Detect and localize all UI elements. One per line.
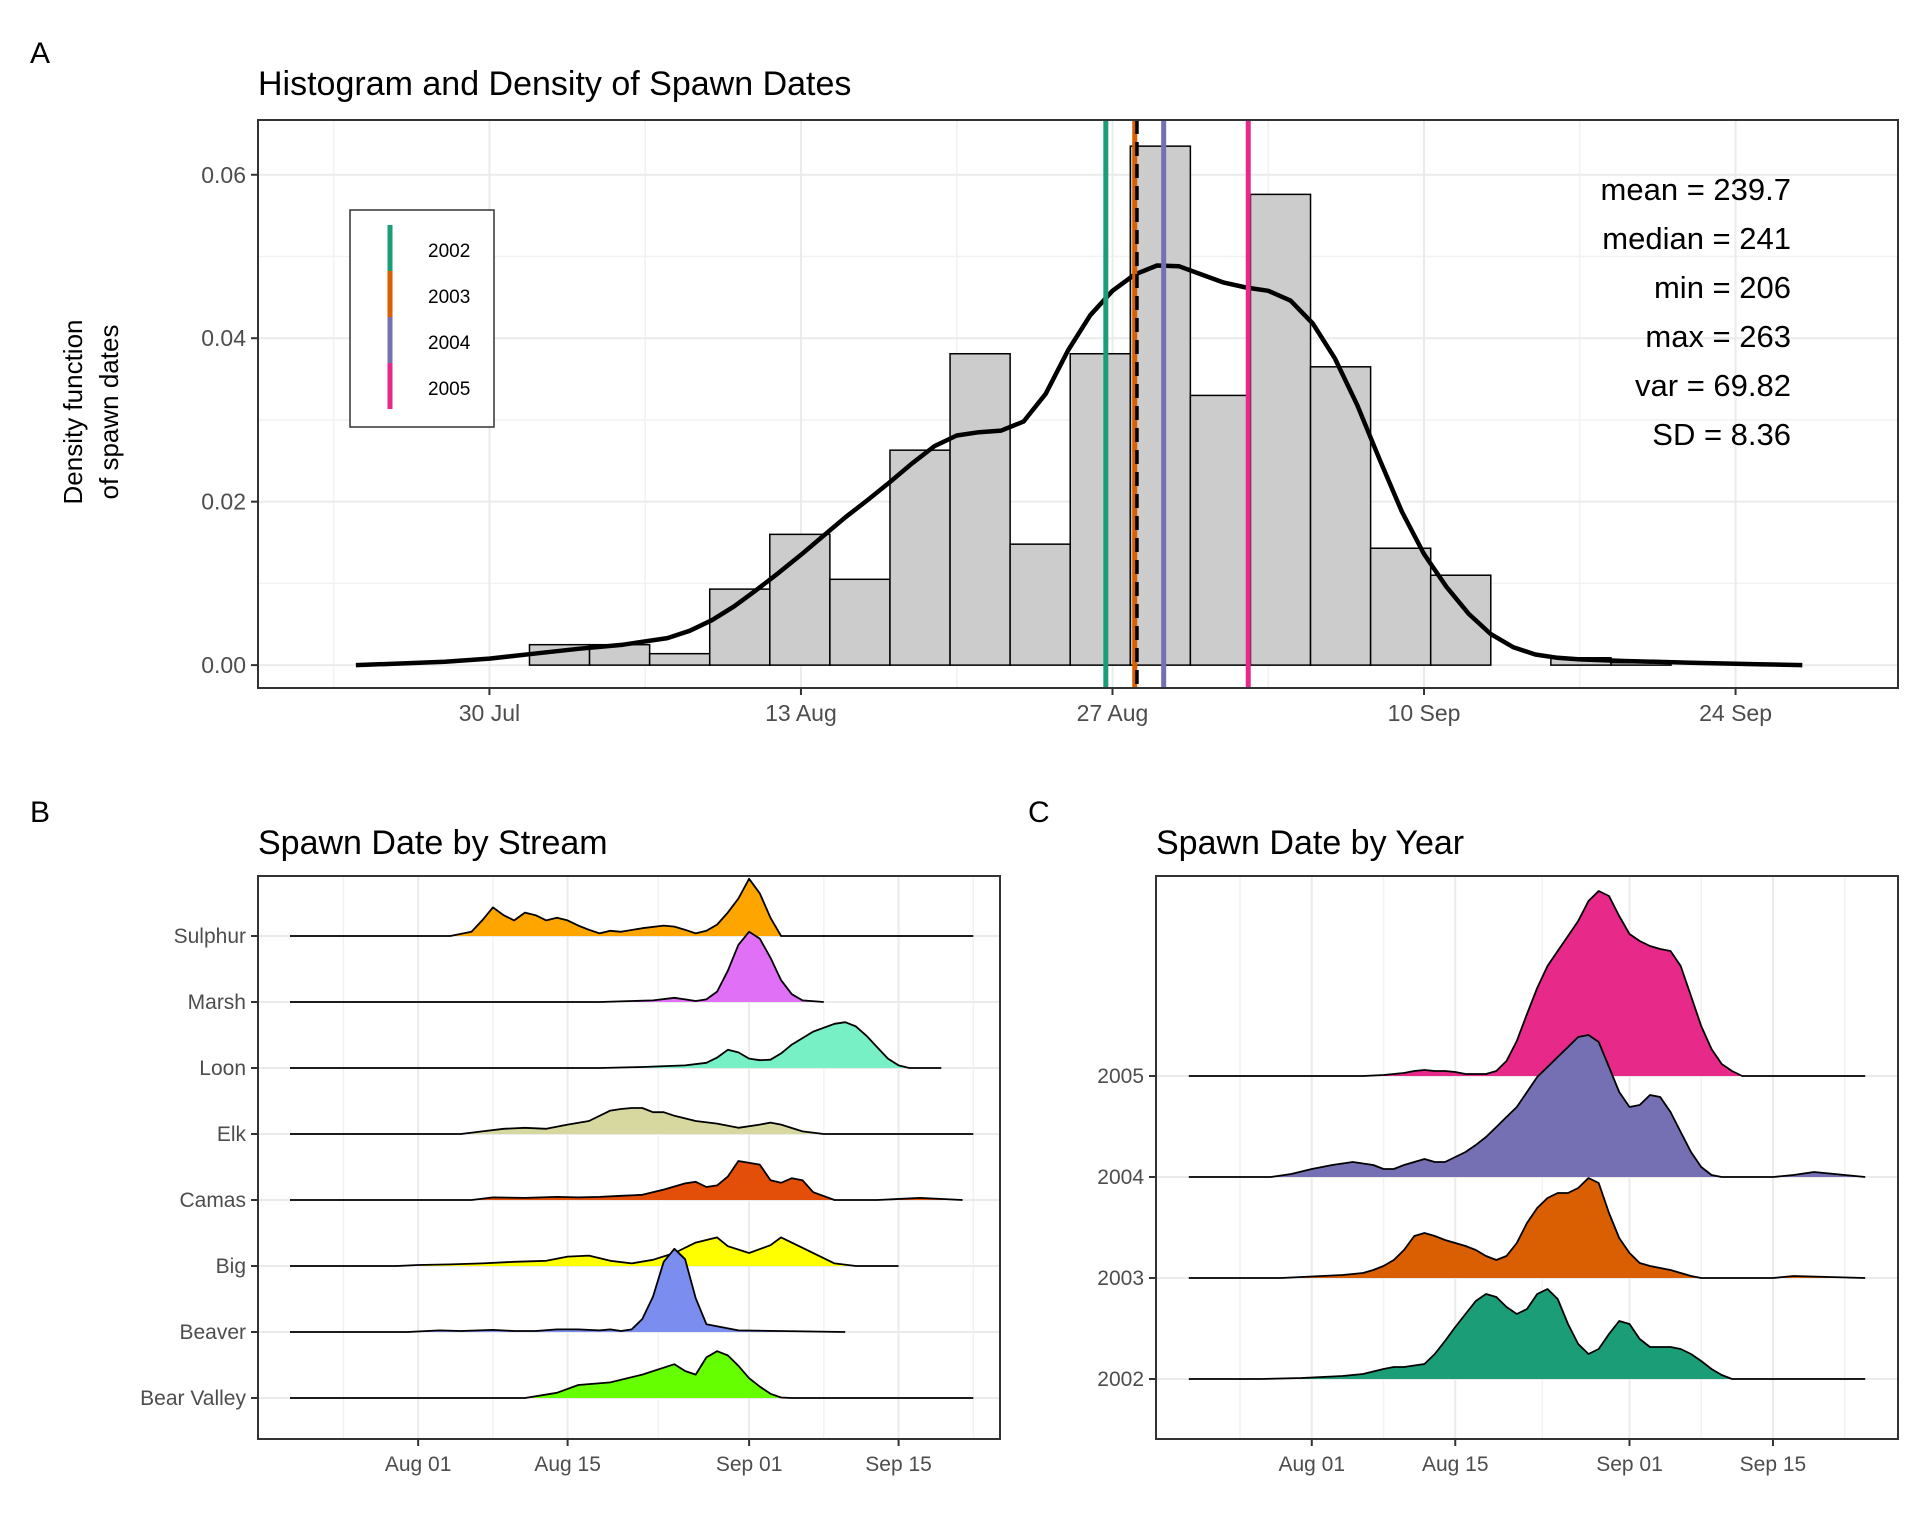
histogram-bar-13 — [1129, 145, 1192, 666]
ridge-line-sulphur — [290, 877, 974, 937]
ridge-line-beaver — [290, 1247, 846, 1333]
histogram-bar-12 — [1069, 352, 1132, 666]
ridge-area-marsh — [290, 931, 824, 1002]
x-tick-label: Aug 15 — [1422, 1453, 1489, 1476]
y-tick-label: Marsh — [188, 991, 246, 1014]
y-tick-label: Beaver — [179, 1321, 246, 1344]
x-tick-label: 13 Aug — [765, 700, 837, 726]
ridge-area-camas — [290, 1161, 963, 1200]
y-tick-label: 2002 — [1097, 1368, 1144, 1391]
x-tick-label: Sep 15 — [1740, 1453, 1807, 1476]
panel-a-ylabel-line2: of spawn dates — [94, 325, 124, 500]
x-tick-label: 30 Jul — [459, 700, 520, 726]
histogram-bar-8 — [829, 578, 891, 666]
y-tick-label: 2005 — [1097, 1065, 1144, 1088]
panel-c: C Spawn Date by Year 2002 2003 2004 2005 Aug… — [1028, 796, 1899, 1476]
stat-label: SD = 8.36 — [1652, 417, 1791, 452]
stat-label: min = 206 — [1654, 270, 1791, 305]
histogram-bar-18 — [1429, 574, 1492, 666]
stat-label: var = 69.82 — [1635, 368, 1791, 403]
panel-c-title: Spawn Date by Year — [1156, 824, 1464, 862]
panel-a-ylabel-line1: Density function — [58, 320, 88, 505]
ridge-line-2002 — [1188, 1288, 1866, 1380]
ridge-line-2004 — [1188, 1034, 1866, 1178]
legend-label: 2003 — [428, 287, 470, 308]
y-tick-label: Sulphur — [174, 925, 246, 948]
x-tick-label: Sep 15 — [865, 1453, 932, 1476]
histogram-bar-17 — [1369, 547, 1432, 666]
ridge-area-2002 — [1188, 1289, 1866, 1379]
ridge-line-2005 — [1188, 890, 1866, 1077]
y-tick-label: 2004 — [1097, 1166, 1144, 1189]
ridge-line-camas — [290, 1160, 963, 1201]
density-curve — [355, 263, 1803, 668]
panel-border — [257, 119, 1899, 689]
ridge-area-loon — [290, 1022, 942, 1068]
x-tick-label: Sep 01 — [1596, 1453, 1663, 1476]
x-tick-label: Aug 15 — [534, 1453, 601, 1476]
stat-label: median = 241 — [1602, 221, 1791, 256]
histogram-bar-10 — [949, 352, 1011, 666]
stat-label: max = 263 — [1645, 319, 1791, 354]
y-tick-label: Big — [216, 1255, 246, 1278]
y-tick-label: Elk — [217, 1123, 247, 1146]
x-tick-label: Aug 01 — [385, 1453, 452, 1476]
ridge-area-big — [290, 1237, 899, 1266]
y-tick-label: 0.00 — [201, 652, 246, 678]
panel-b-title: Spawn Date by Stream — [258, 824, 608, 862]
ridge-line-loon — [290, 1021, 942, 1069]
y-tick-label: 0.06 — [201, 162, 246, 188]
y-tick-label: 0.04 — [201, 325, 246, 351]
panel-border — [257, 875, 1001, 1440]
y-tick-label: Loon — [199, 1057, 246, 1080]
y-tick-label: 0.02 — [201, 489, 246, 515]
x-tick-label: 10 Sep — [1388, 700, 1461, 726]
panel-a-letter: A — [30, 37, 50, 70]
histogram-bar-5 — [648, 652, 711, 666]
ridge-line-bear-valley — [290, 1350, 974, 1399]
ridge-line-2003 — [1188, 1177, 1866, 1279]
histogram-bar-9 — [889, 449, 951, 666]
x-tick-label: 24 Sep — [1699, 700, 1772, 726]
stat-label: mean = 239.7 — [1601, 172, 1791, 207]
plot-area-a: 0.00 0.02 0.04 0.06 30 Jul 13 Aug 27 Aug 10 Sep… — [201, 119, 1899, 726]
panel-b: B Spawn Date by Stream Bear Valley Beaver… — [30, 796, 1001, 1476]
legend-box — [349, 209, 495, 428]
ridge-line-elk — [290, 1107, 974, 1135]
legend-label: 2005 — [428, 379, 470, 400]
panel-border — [1155, 875, 1899, 1440]
ridge-area-2005 — [1188, 891, 1866, 1076]
legend-label: 2002 — [428, 241, 470, 262]
legend-label: 2004 — [428, 333, 471, 354]
panel-a-title: Histogram and Density of Spawn Dates — [258, 65, 851, 103]
x-tick-label: Aug 01 — [1278, 1453, 1345, 1476]
histogram-bar-14 — [1189, 394, 1252, 666]
ridge-area-2003 — [1188, 1178, 1866, 1278]
ridge-line-big — [290, 1236, 899, 1267]
panel-b-letter: B — [30, 796, 50, 829]
panel-a: A Histogram and Density of Spawn Dates D… — [30, 37, 1899, 726]
ridge-area-2004 — [1188, 1035, 1866, 1177]
histogram-bar-11 — [1009, 543, 1071, 666]
plot-area-c: 2002 2003 2004 2005 Aug 01 Aug 15 Sep 01 Sep 15 — [1097, 875, 1899, 1476]
histogram-bar-15 — [1249, 193, 1312, 666]
y-tick-label: Bear Valley — [140, 1387, 246, 1410]
x-tick-label: Sep 01 — [716, 1453, 783, 1476]
plot-area-b: Bear Valley Beaver Big Camas Elk Loon Marsh Sul… — [140, 875, 1001, 1476]
panel-c-letter: C — [1028, 796, 1050, 829]
ridge-area-bear-valley — [290, 1351, 974, 1398]
y-tick-label: 2003 — [1097, 1267, 1144, 1290]
y-tick-label: Camas — [179, 1189, 246, 1212]
x-tick-label: 27 Aug — [1077, 700, 1149, 726]
ridge-area-elk — [290, 1108, 974, 1134]
ridge-line-marsh — [290, 930, 824, 1003]
